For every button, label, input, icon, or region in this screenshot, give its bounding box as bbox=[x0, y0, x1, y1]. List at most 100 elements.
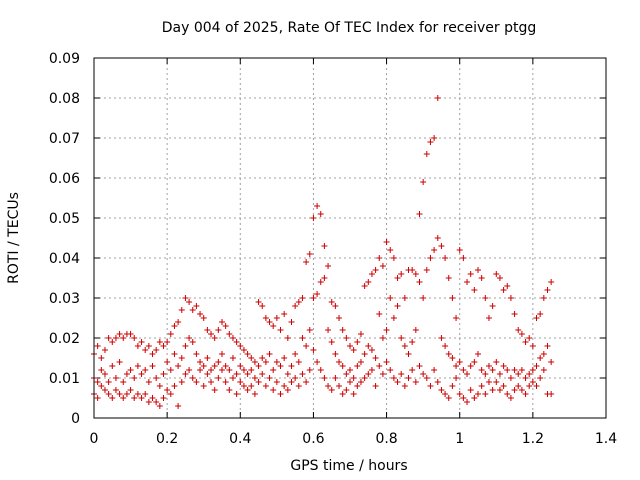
data-point bbox=[197, 367, 204, 373]
data-point bbox=[171, 323, 178, 329]
data-point bbox=[160, 395, 167, 401]
data-point bbox=[347, 367, 353, 373]
data-point bbox=[142, 391, 149, 397]
data-point bbox=[149, 363, 156, 369]
data-point bbox=[186, 335, 193, 341]
data-point bbox=[251, 359, 258, 365]
data-point bbox=[303, 259, 310, 265]
data-point bbox=[343, 387, 350, 393]
data-point bbox=[347, 379, 353, 385]
data-point bbox=[405, 351, 412, 357]
data-point bbox=[442, 391, 449, 397]
data-point bbox=[372, 383, 379, 389]
data-point bbox=[500, 363, 507, 369]
data-point bbox=[526, 335, 533, 341]
data-point bbox=[423, 375, 430, 381]
data-point bbox=[145, 379, 152, 385]
data-point bbox=[394, 303, 401, 309]
data-point bbox=[467, 387, 474, 393]
data-point bbox=[127, 387, 134, 393]
data-point bbox=[493, 359, 500, 365]
data-point bbox=[350, 347, 357, 353]
data-point bbox=[438, 335, 445, 341]
data-point bbox=[434, 379, 441, 385]
data-point bbox=[409, 267, 416, 273]
data-point bbox=[226, 367, 233, 373]
data-point bbox=[317, 367, 324, 373]
data-point bbox=[229, 375, 236, 381]
data-point bbox=[409, 339, 416, 345]
data-point bbox=[548, 359, 555, 365]
data-point bbox=[383, 359, 390, 365]
data-point bbox=[427, 139, 434, 145]
data-point bbox=[288, 363, 295, 369]
x-tick-label: 0 bbox=[90, 431, 99, 447]
data-point bbox=[255, 299, 262, 305]
data-point bbox=[522, 339, 529, 345]
data-point bbox=[453, 363, 460, 369]
data-point bbox=[123, 391, 130, 397]
data-point bbox=[515, 371, 522, 377]
data-point bbox=[460, 367, 467, 373]
data-point bbox=[94, 343, 101, 349]
data-point bbox=[208, 379, 215, 385]
data-point bbox=[409, 367, 416, 373]
data-point bbox=[229, 355, 236, 361]
data-point bbox=[464, 399, 471, 405]
data-point bbox=[94, 395, 101, 401]
data-point bbox=[156, 339, 163, 345]
data-point bbox=[390, 315, 397, 321]
data-point bbox=[229, 335, 236, 341]
data-point bbox=[343, 335, 350, 341]
data-point bbox=[365, 343, 372, 349]
data-point bbox=[211, 387, 218, 393]
data-point bbox=[105, 379, 112, 385]
data-point bbox=[317, 279, 324, 285]
data-point bbox=[398, 335, 405, 341]
data-point bbox=[518, 367, 525, 373]
data-point bbox=[262, 315, 269, 321]
x-tick-label: 0.2 bbox=[156, 431, 178, 447]
data-point bbox=[442, 343, 449, 349]
data-point bbox=[453, 375, 460, 381]
data-point bbox=[200, 383, 207, 389]
data-point bbox=[303, 379, 310, 385]
data-point bbox=[372, 267, 379, 273]
data-point bbox=[178, 379, 185, 385]
data-point bbox=[357, 331, 364, 337]
data-point bbox=[189, 375, 196, 381]
data-point bbox=[193, 303, 200, 309]
data-point bbox=[284, 371, 291, 377]
data-point bbox=[434, 235, 441, 241]
data-point bbox=[105, 391, 112, 397]
data-point bbox=[445, 395, 452, 401]
data-point bbox=[398, 271, 405, 277]
data-point bbox=[482, 391, 489, 397]
data-point bbox=[193, 351, 200, 357]
data-point bbox=[445, 275, 452, 281]
data-point bbox=[416, 363, 423, 369]
data-point bbox=[167, 367, 174, 373]
grid bbox=[94, 58, 606, 418]
data-point bbox=[142, 367, 149, 373]
data-point bbox=[175, 319, 182, 325]
data-point bbox=[197, 311, 204, 317]
data-point bbox=[266, 351, 273, 357]
data-point bbox=[94, 379, 101, 385]
data-point bbox=[215, 327, 222, 333]
data-point bbox=[288, 379, 295, 385]
data-point bbox=[277, 391, 284, 397]
data-point bbox=[200, 315, 207, 321]
data-point bbox=[120, 335, 127, 341]
data-point bbox=[500, 383, 507, 389]
data-point bbox=[145, 399, 152, 405]
data-point bbox=[504, 367, 511, 373]
data-point bbox=[368, 271, 375, 277]
data-point bbox=[306, 327, 313, 333]
data-point bbox=[215, 359, 222, 365]
data-point bbox=[365, 279, 372, 285]
data-point bbox=[522, 375, 529, 381]
data-point bbox=[295, 299, 302, 305]
data-point bbox=[120, 395, 127, 401]
data-point bbox=[401, 343, 408, 349]
